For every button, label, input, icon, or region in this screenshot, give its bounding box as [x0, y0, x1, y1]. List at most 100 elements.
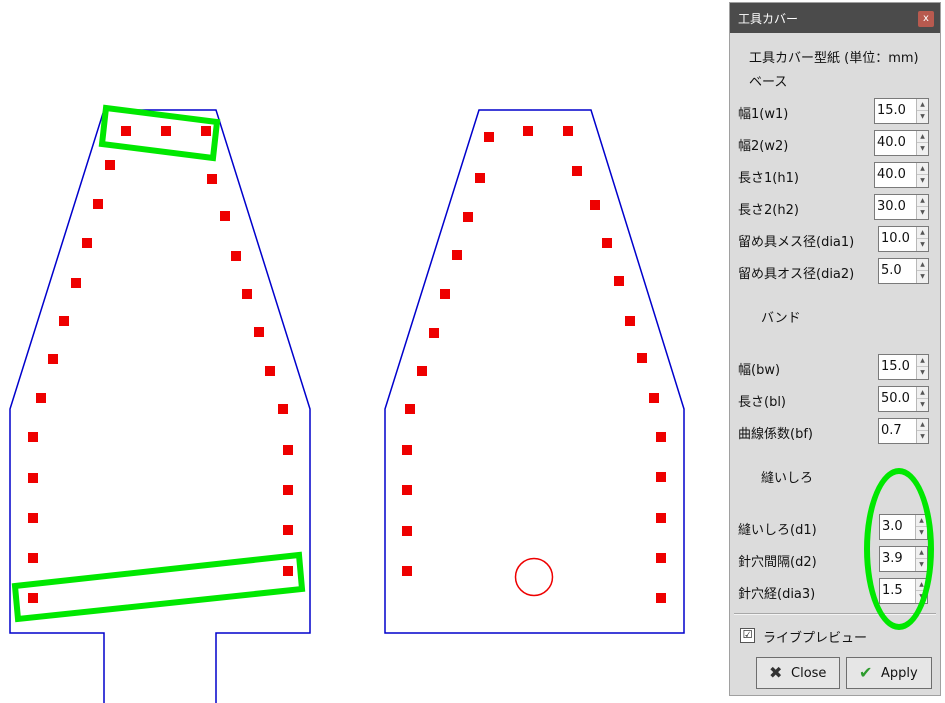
spin-down-icon[interactable]: ▼ [920, 145, 925, 152]
stitch-hole [121, 126, 131, 136]
field-label: 針穴経(dia3) [738, 587, 816, 602]
stitch-hole [105, 160, 115, 170]
field-label: 曲線係数(bf) [738, 427, 813, 442]
dialog-heading: 工具カバー型紙 (単位：mm) [749, 51, 919, 66]
stitch-hole [563, 126, 573, 136]
stitch-hole [637, 353, 647, 363]
spin-buttons: ▲ ▼ [916, 419, 928, 443]
spin-value: 30.0 [877, 199, 906, 214]
stitch-hole [402, 445, 412, 455]
spin-value: 10.0 [881, 231, 910, 246]
stitch-hole [283, 525, 293, 535]
spin-down-icon[interactable]: ▼ [920, 433, 925, 440]
stitch-hole [602, 238, 612, 248]
section-band-label: バンド [761, 311, 801, 326]
right-piece-outline [384, 109, 685, 634]
section-seam-label: 縫いしろ [761, 471, 814, 486]
spin-up-icon[interactable]: ▲ [917, 195, 928, 207]
spin-input[interactable]: 30.0 ▲ ▼ [874, 194, 929, 220]
spin-input[interactable]: 15.0 ▲ ▼ [878, 354, 929, 380]
spin-down-icon[interactable]: ▼ [920, 369, 925, 376]
spin-up-icon[interactable]: ▲ [917, 355, 928, 367]
dialog-titlebar: 工具カバー x [730, 3, 940, 33]
left-piece-outline [9, 109, 311, 703]
stitch-hole [463, 212, 473, 222]
highlight-ellipse [864, 468, 934, 630]
stitch-hole [402, 485, 412, 495]
field-label: 留め具オス径(dia2) [738, 267, 855, 282]
spin-input[interactable]: 5.0 ▲ ▼ [878, 258, 929, 284]
stitch-hole [93, 199, 103, 209]
stitch-hole [452, 250, 462, 260]
stitch-hole [254, 327, 264, 337]
spin-down-icon[interactable]: ▼ [920, 177, 925, 184]
stitch-hole [201, 126, 211, 136]
stitch-hole [484, 132, 494, 142]
spin-input[interactable]: 15.0 ▲ ▼ [874, 98, 929, 124]
spin-value: 0.7 [881, 423, 902, 438]
stitch-hole [28, 593, 38, 603]
stitch-hole [523, 126, 533, 136]
stitch-hole [28, 473, 38, 483]
dialog-title: 工具カバー [738, 12, 799, 26]
spin-buttons: ▲ ▼ [916, 195, 928, 219]
field-label: 幅2(w2) [738, 139, 789, 154]
spin-input[interactable]: 50.0 ▲ ▼ [878, 386, 929, 412]
spin-down-icon[interactable]: ▼ [920, 209, 925, 216]
spin-value: 15.0 [877, 103, 906, 118]
stitch-hole [278, 404, 288, 414]
stitch-hole [656, 593, 666, 603]
close-icon[interactable]: x [918, 11, 934, 27]
section-base-label: ベース [749, 75, 788, 90]
stitch-hole [48, 354, 58, 364]
spin-up-icon[interactable]: ▲ [917, 131, 928, 143]
stitch-hole [656, 432, 666, 442]
spin-input[interactable]: 0.7 ▲ ▼ [878, 418, 929, 444]
highlight-box-top [98, 104, 221, 162]
spin-value: 15.0 [881, 359, 910, 374]
spin-down-icon[interactable]: ▼ [920, 273, 925, 280]
left-stitch-holes [28, 126, 293, 603]
stitch-hole [405, 404, 415, 414]
stitch-hole [625, 316, 635, 326]
spin-up-icon[interactable]: ▲ [917, 387, 928, 399]
spin-up-icon[interactable]: ▲ [917, 227, 928, 239]
spin-buttons: ▲ ▼ [916, 163, 928, 187]
spin-up-icon[interactable]: ▲ [917, 419, 928, 431]
separator [734, 613, 936, 615]
spin-input[interactable]: 10.0 ▲ ▼ [878, 226, 929, 252]
stitch-hole [614, 276, 624, 286]
spin-up-icon[interactable]: ▲ [917, 259, 928, 271]
field-label: 留め具メス径(dia1) [738, 235, 855, 250]
close-x-icon: ✖ [769, 663, 783, 682]
spin-up-icon[interactable]: ▲ [917, 163, 928, 175]
spin-input[interactable]: 40.0 ▲ ▼ [874, 130, 929, 156]
stitch-hole [402, 566, 412, 576]
stitch-hole [656, 472, 666, 482]
spin-value: 50.0 [881, 391, 910, 406]
stitch-hole [283, 485, 293, 495]
spin-down-icon[interactable]: ▼ [920, 241, 925, 248]
spin-buttons: ▲ ▼ [916, 99, 928, 123]
stitch-hole [590, 200, 600, 210]
spin-down-icon[interactable]: ▼ [920, 401, 925, 408]
field-label: 幅(bw) [738, 363, 781, 378]
apply-button[interactable]: ✔ Apply [846, 657, 932, 689]
spin-buttons: ▲ ▼ [916, 227, 928, 251]
spin-down-icon[interactable]: ▼ [920, 113, 925, 120]
field-label: 針穴間隔(d2) [738, 555, 817, 570]
spin-value: 40.0 [877, 167, 906, 182]
stitch-hole [649, 393, 659, 403]
stitch-hole [161, 126, 171, 136]
spin-up-icon[interactable]: ▲ [917, 99, 928, 111]
close-button-label: Close [791, 666, 827, 681]
fastener-circle [514, 557, 554, 597]
stitch-hole [656, 513, 666, 523]
spin-input[interactable]: 40.0 ▲ ▼ [874, 162, 929, 188]
stitch-hole [36, 393, 46, 403]
stitch-hole [207, 174, 217, 184]
highlight-box-bottom [11, 551, 306, 623]
stitch-hole [429, 328, 439, 338]
live-preview-checkbox[interactable]: ☑ [740, 628, 755, 643]
close-button[interactable]: ✖ Close [756, 657, 840, 689]
